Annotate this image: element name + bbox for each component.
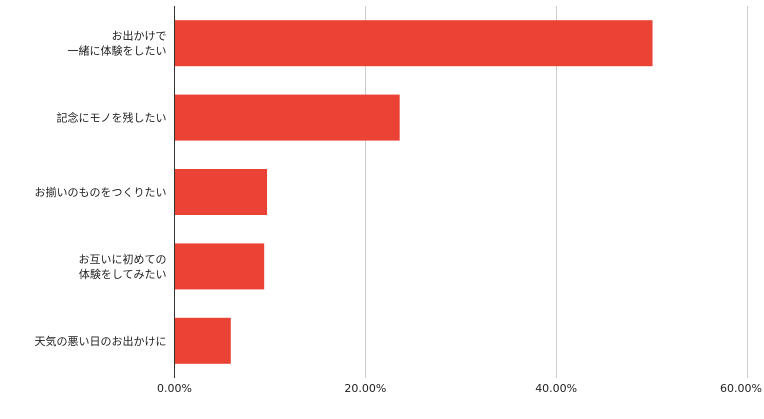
- category-label: 天気の悪い日のお出かけに: [35, 334, 167, 348]
- x-tick-label: 0.00%: [157, 382, 192, 395]
- category-label: 一緒に体験をしたい: [68, 44, 167, 58]
- category-label: お出かけで: [112, 29, 167, 43]
- x-tick-label: 40.00%: [535, 382, 577, 395]
- bar: [174, 169, 268, 215]
- x-tick-labels: 0.00% 20.00% 40.00% 60.00%: [157, 382, 762, 395]
- x-tick-label: 60.00%: [720, 382, 762, 395]
- bars: [174, 20, 653, 364]
- category-label: 体験をしてみたい: [79, 267, 167, 281]
- bar: [174, 20, 653, 67]
- category-label: お揃いのものをつくりたい: [35, 186, 167, 199]
- category-label: 記念にモノを残したい: [57, 111, 167, 125]
- bar: [174, 243, 265, 290]
- x-tick-label: 20.00%: [344, 382, 386, 395]
- grid-lines: [365, 6, 748, 378]
- category-label: お互いに初めての: [79, 252, 167, 266]
- bar: [174, 94, 400, 141]
- bar: [174, 317, 231, 364]
- category-labels: お出かけで一緒に体験をしたい記念にモノを残したいお揃いのものをつくりたいお互いに…: [35, 29, 167, 348]
